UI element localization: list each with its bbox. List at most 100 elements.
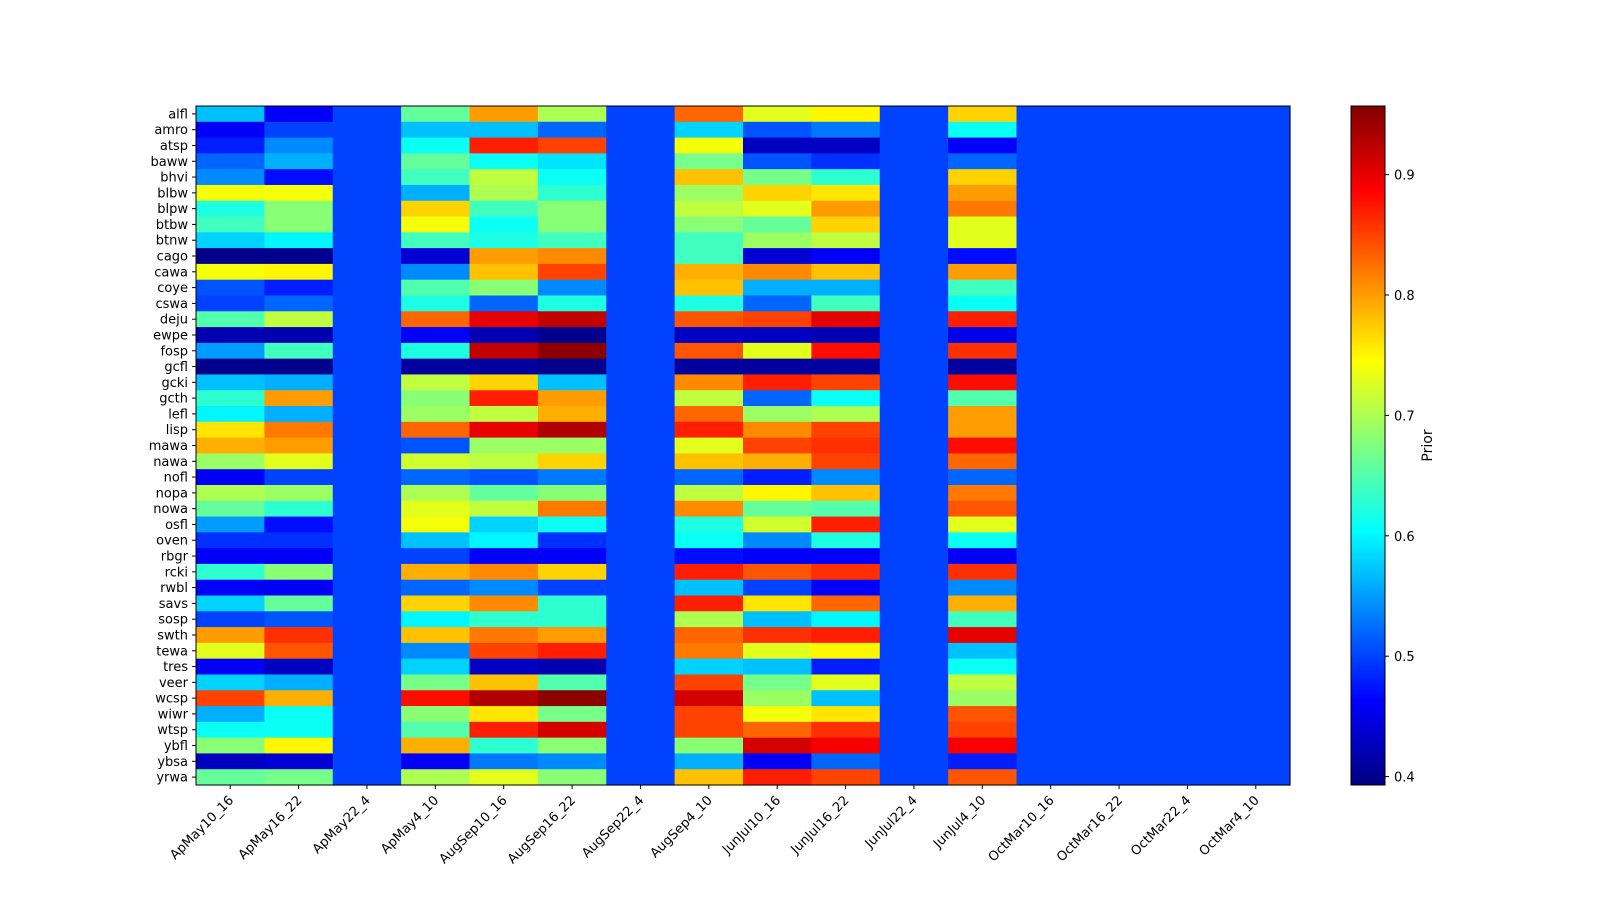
heatmap-cell <box>743 342 812 360</box>
heatmap-cell <box>264 595 334 612</box>
heatmap-cell <box>401 358 471 376</box>
heatmap-cell <box>606 232 676 249</box>
heatmap-cell <box>879 153 949 170</box>
heatmap-cell <box>674 153 744 170</box>
heatmap-cell <box>1153 137 1223 154</box>
heatmap-cell <box>1016 706 1086 723</box>
heatmap-cell <box>743 421 812 439</box>
heatmap-cell <box>948 690 1018 707</box>
y-tick-label: baww <box>151 155 189 170</box>
heatmap-cell <box>1016 469 1086 486</box>
heatmap-cell <box>1221 311 1291 328</box>
y-tick-label: osfl <box>165 518 188 533</box>
heatmap-cell <box>1221 706 1291 723</box>
heatmap-cell <box>196 137 265 154</box>
heatmap-cell <box>332 374 402 391</box>
heatmap-cell <box>537 406 607 423</box>
x-tick-label: AugSep4_10 <box>648 793 716 861</box>
heatmap-cell <box>948 200 1018 218</box>
heatmap-cell <box>606 548 676 565</box>
heatmap-cell <box>743 279 812 297</box>
heatmap-cell <box>606 721 676 739</box>
heatmap-cell <box>1153 611 1223 628</box>
heatmap-cell <box>469 532 539 549</box>
heatmap-cell <box>264 263 334 281</box>
heatmap-cell <box>264 532 334 549</box>
heatmap-cell <box>264 295 334 312</box>
heatmap-cell <box>1153 263 1223 281</box>
heatmap-cell <box>948 390 1018 407</box>
heatmap-cell <box>743 232 812 249</box>
heatmap-cell <box>1016 153 1086 170</box>
heatmap-cell <box>264 579 334 597</box>
heatmap-cell <box>537 263 607 281</box>
heatmap-cell <box>1221 484 1291 502</box>
heatmap-cell <box>1221 674 1291 691</box>
heatmap-cell <box>879 390 949 407</box>
heatmap-cell <box>606 106 676 123</box>
heatmap-cell <box>469 406 539 423</box>
heatmap-cell <box>196 469 265 486</box>
heatmap-cell <box>674 674 744 691</box>
heatmap-cell <box>469 200 539 218</box>
heatmap-cell <box>1016 406 1086 423</box>
heatmap-cell <box>606 500 676 518</box>
heatmap-cell <box>196 184 265 202</box>
heatmap-cell <box>537 690 607 707</box>
heatmap-cell <box>1016 548 1086 565</box>
y-tick-label: cawa <box>154 265 188 280</box>
heatmap-cell <box>1153 295 1223 312</box>
heatmap-cell <box>196 374 265 391</box>
heatmap-cell <box>1084 169 1154 186</box>
heatmap-cell <box>811 769 881 786</box>
heatmap-cell <box>879 453 949 470</box>
heatmap-cell <box>674 595 744 612</box>
heatmap-cell <box>1084 484 1154 502</box>
heatmap-cell <box>879 327 949 344</box>
heatmap-cell <box>332 595 402 612</box>
heatmap-cell <box>1221 406 1291 423</box>
heatmap-cell <box>1016 342 1086 360</box>
heatmap-cell <box>743 263 812 281</box>
heatmap-cell <box>1084 216 1154 233</box>
heatmap-cell <box>332 737 402 755</box>
heatmap-cell <box>1221 200 1291 218</box>
heatmap-cell <box>469 706 539 723</box>
heatmap-cell <box>1153 690 1223 707</box>
heatmap-cell <box>879 295 949 312</box>
heatmap-cell <box>469 453 539 470</box>
heatmap-cell <box>811 137 881 154</box>
heatmap-cell <box>674 106 744 123</box>
y-tick-label: nofl <box>164 471 188 486</box>
heatmap-cell <box>606 169 676 186</box>
heatmap-cell <box>1084 106 1154 123</box>
heatmap-cell <box>743 690 812 707</box>
heatmap-cell <box>606 658 676 676</box>
heatmap-cell <box>606 248 676 265</box>
heatmap-cell <box>332 327 402 344</box>
y-tick-label: wtsp <box>157 723 188 738</box>
heatmap-cell <box>332 579 402 597</box>
heatmap-cell <box>469 216 539 233</box>
heatmap-cell <box>879 232 949 249</box>
heatmap-cell <box>674 500 744 518</box>
heatmap-cell <box>332 658 402 676</box>
heatmap-cell <box>332 406 402 423</box>
heatmap-cells <box>196 106 1291 786</box>
heatmap-cell <box>948 532 1018 549</box>
heatmap-cell <box>1221 690 1291 707</box>
heatmap-cell <box>811 548 881 565</box>
heatmap-cell <box>879 532 949 549</box>
heatmap-cell <box>196 484 265 502</box>
heatmap-cell <box>879 563 949 581</box>
heatmap-cell <box>469 390 539 407</box>
heatmap-cell <box>1084 248 1154 265</box>
heatmap-cell <box>811 469 881 486</box>
heatmap-cell <box>264 611 334 628</box>
heatmap-cell <box>1016 674 1086 691</box>
y-tick-label: nawa <box>153 455 188 470</box>
heatmap-cell <box>606 595 676 612</box>
heatmap-cell <box>196 153 265 170</box>
heatmap-cell <box>948 563 1018 581</box>
